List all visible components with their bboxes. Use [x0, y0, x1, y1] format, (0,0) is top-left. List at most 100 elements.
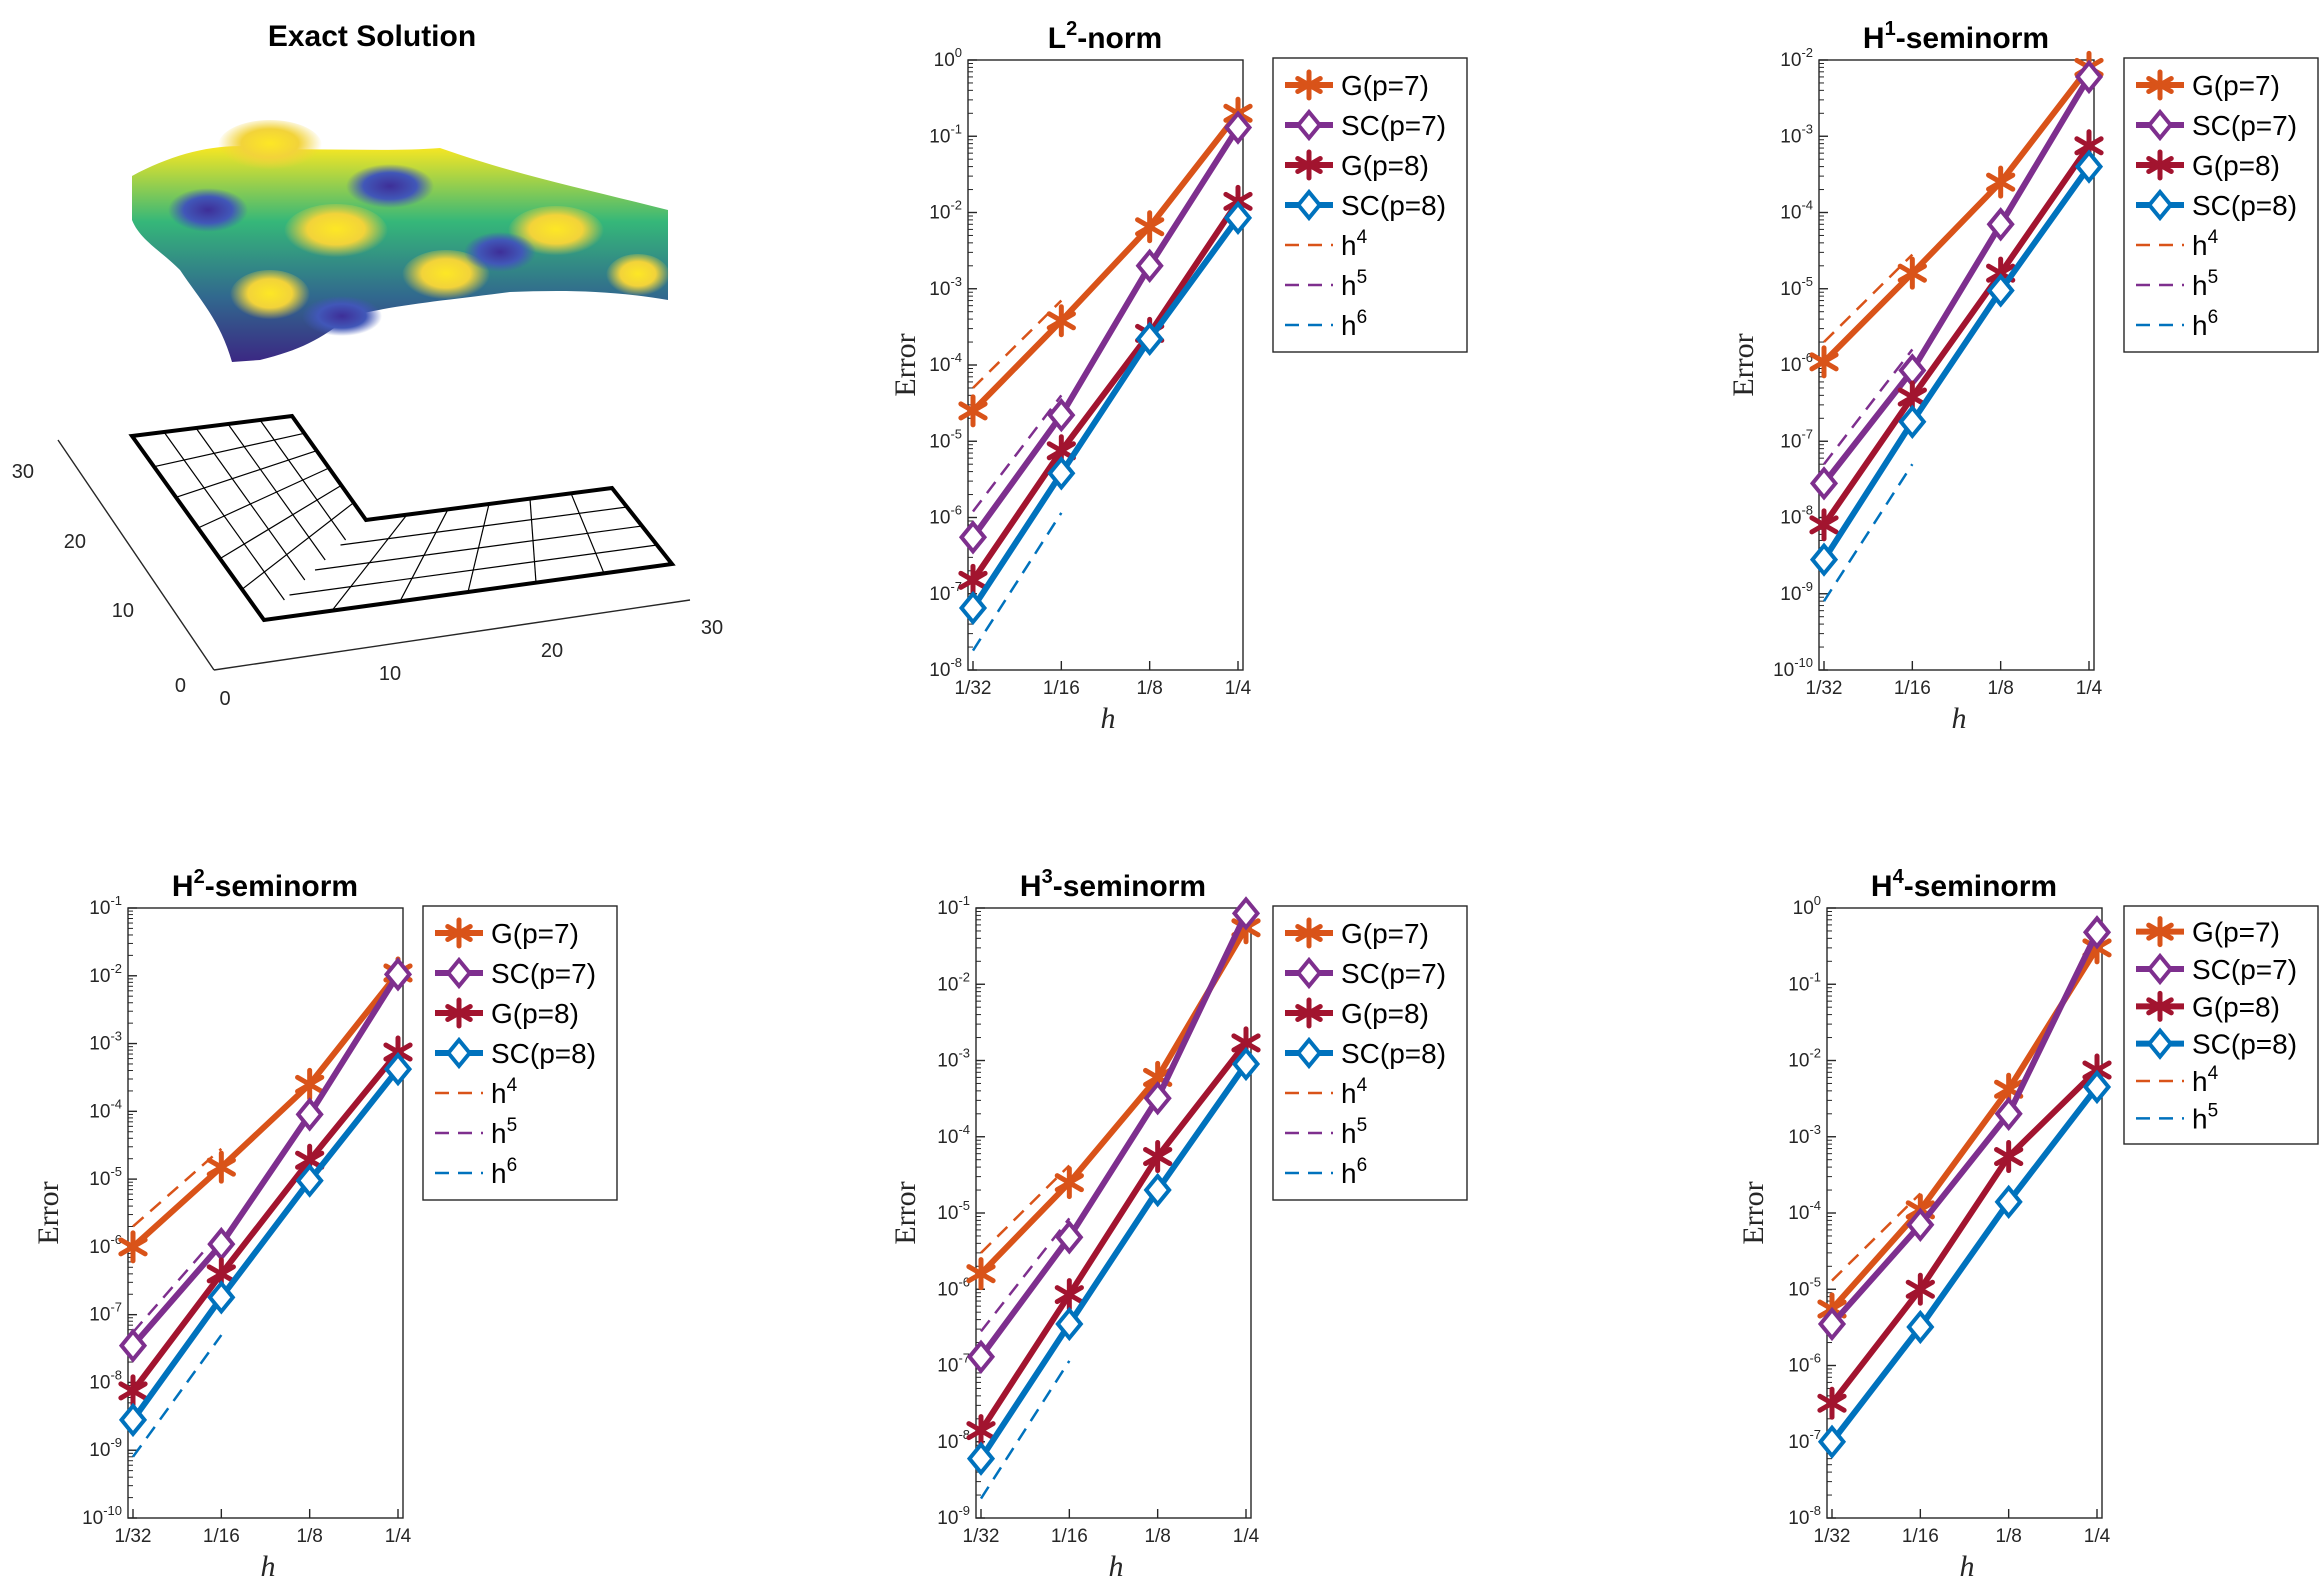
y-tick-label: 10-1	[89, 893, 122, 919]
diamond-marker	[1223, 200, 1253, 236]
y-tick-label: 10-3	[937, 1046, 970, 1072]
diamond-marker	[118, 1328, 148, 1363]
y-tick-label: 10-9	[1780, 579, 1813, 605]
legend-label: G(p=7)	[1341, 918, 1429, 949]
diamond-marker	[1055, 1220, 1084, 1255]
asterisk-marker	[206, 1150, 236, 1184]
series-line	[130, 1050, 401, 1393]
x-tick-label: 1/4	[385, 1526, 412, 1547]
surface-peak	[284, 204, 388, 260]
diamond-marker	[295, 1097, 324, 1132]
reference-slope-line	[1823, 253, 1914, 343]
legend-label: SC(p=8)	[1341, 1038, 1446, 1069]
diamond-marker	[2146, 1027, 2174, 1060]
asterisk-marker	[1809, 508, 1839, 542]
surface-peak	[230, 270, 310, 322]
mesh-line	[175, 450, 317, 498]
diamond-marker	[1231, 1046, 1261, 1082]
mesh-outline	[128, 413, 676, 623]
plot-area	[967, 59, 1244, 671]
legend-label: G(p=7)	[2192, 917, 2280, 948]
asterisk-marker	[1295, 917, 1323, 949]
x-tick-label: 1/16	[203, 1526, 240, 1547]
series-line	[978, 1062, 1249, 1461]
asterisk-marker	[958, 394, 988, 428]
x-tick-label: 0	[219, 688, 230, 710]
y-tick-label: 10-3	[1788, 1122, 1821, 1148]
y-tick-label: 10-10	[82, 1503, 122, 1529]
plot-area	[975, 907, 1252, 1519]
series-line	[970, 111, 1241, 414]
diamond-marker	[1047, 397, 1076, 433]
asterisk-marker	[118, 1374, 148, 1408]
x-axis-label: h	[1109, 1550, 1124, 1582]
y-axis-line	[57, 439, 215, 671]
diamond-marker	[383, 1051, 413, 1087]
legend-label: G(p=8)	[1341, 150, 1429, 181]
asterisk-marker	[1046, 304, 1076, 338]
legend-label: h4	[1341, 1075, 1368, 1109]
y-tick-label: 10-4	[937, 1122, 970, 1148]
y-axis-label: Error	[1727, 333, 1760, 396]
reference-slope-line	[1822, 463, 1914, 602]
series-line	[978, 1041, 1249, 1433]
diamond-marker	[2074, 149, 2104, 184]
series-line	[970, 125, 1241, 540]
legend-label: h6	[1341, 1155, 1367, 1189]
diamond-marker	[2146, 188, 2174, 222]
y-tick-label: 10-6	[929, 503, 962, 529]
surface-trough	[346, 164, 434, 208]
diamond-marker	[2146, 108, 2174, 142]
y-tick-label: 100	[1793, 893, 1821, 919]
y-tick-label: 10-4	[929, 350, 962, 376]
y-tick-label: 30	[12, 461, 34, 483]
asterisk-marker	[2146, 990, 2174, 1022]
reference-slope-line	[980, 1164, 1071, 1254]
y-tick-label: 10-4	[1788, 1198, 1821, 1224]
x-tick-label: 1/32	[963, 1526, 1000, 1547]
y-tick-label: 10-7	[937, 1351, 970, 1377]
l-shaped-mesh	[128, 413, 676, 623]
plot-area	[1826, 907, 2103, 1519]
chart-h3-seminorm: 10-9 10-8 10-7 10-6 10-5 10-4 10-3 10-2 10-1 1/32…	[889, 866, 1468, 1582]
asterisk-marker	[1135, 210, 1165, 244]
diamond-marker	[966, 1339, 996, 1374]
series-line	[1829, 1067, 2100, 1406]
y-tick-label: 10-8	[1788, 1503, 1821, 1529]
y-tick-label: 10-4	[1780, 198, 1813, 224]
asterisk-marker	[2146, 69, 2174, 101]
y-tick-label: 10-6	[937, 1274, 970, 1300]
asterisk-marker	[2146, 149, 2174, 181]
y-axis-label: Error	[1737, 1181, 1770, 1244]
diamond-marker	[1817, 1424, 1847, 1459]
surface-trough	[168, 188, 248, 232]
y-tick-label: 10-5	[929, 426, 962, 452]
x-tick-label: 1/8	[296, 1526, 322, 1547]
legend-label: G(p=8)	[1341, 998, 1429, 1029]
chart-title: H1-seminorm	[1863, 18, 2049, 55]
legend-label: h5	[2192, 1100, 2218, 1134]
legend: G(p=7) SC(p=7) G(p=8) SC(p=8) h4 h5 h6	[2123, 57, 2319, 353]
asterisk-marker	[445, 997, 473, 1029]
y-tick-label: 10-5	[1788, 1274, 1821, 1300]
diamond-marker	[1295, 956, 1323, 990]
x-tick-label: 1/8	[1144, 1526, 1170, 1547]
x-axis-line	[213, 599, 691, 671]
diamond-marker	[1898, 404, 1927, 439]
mesh-line	[241, 502, 355, 590]
diamond-marker	[1906, 1207, 1935, 1242]
y-tick-label: 10-7	[1780, 426, 1813, 452]
diamond-marker	[958, 520, 988, 555]
reference-slope-line	[131, 1334, 223, 1458]
mesh-line	[197, 467, 330, 529]
y-axis-label: Error	[889, 333, 922, 396]
legend-label: G(p=7)	[2192, 70, 2280, 101]
legend-label: SC(p=7)	[1341, 110, 1446, 141]
series-line	[1821, 75, 2092, 486]
diamond-marker	[1809, 542, 1839, 577]
diamond-marker	[1994, 1184, 2023, 1220]
asterisk-marker	[1054, 1278, 1084, 1312]
diamond-marker	[1143, 1081, 1172, 1116]
chart-title: L2-norm	[1048, 18, 1162, 55]
